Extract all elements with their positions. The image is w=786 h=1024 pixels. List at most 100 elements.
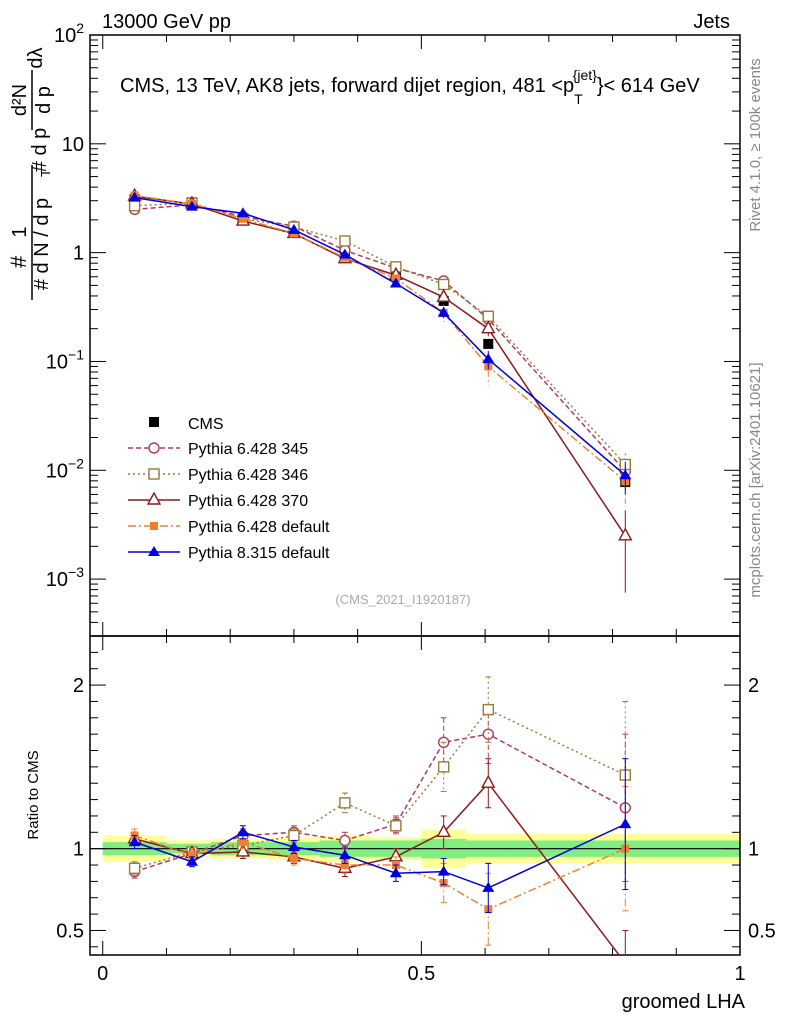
legend-marker bbox=[146, 491, 162, 505]
mcplots-label: mcplots.cern.ch [arXiv:2401.10621] bbox=[747, 362, 764, 597]
series-point bbox=[437, 278, 450, 291]
legend-marker bbox=[148, 546, 160, 556]
y-tick-label: 10−3 bbox=[46, 564, 84, 591]
ratio-series-pythia-8-315-default bbox=[128, 758, 632, 913]
series-point bbox=[436, 288, 451, 302]
legend-label: Pythia 6.428 346 bbox=[188, 467, 308, 484]
plot-title: CMS, 13 TeV, AK8 jets, forward dijet reg… bbox=[120, 67, 700, 107]
svg-text:# d p: # d p bbox=[29, 128, 51, 172]
y-tick-label: 102 bbox=[54, 20, 84, 47]
legend-label: Pythia 6.428 345 bbox=[188, 441, 308, 458]
ratio-point bbox=[187, 851, 196, 860]
ratio-point bbox=[289, 854, 298, 863]
ratio-point bbox=[288, 829, 300, 842]
ratio-point bbox=[235, 843, 251, 857]
cms-data-point bbox=[483, 338, 494, 349]
series-line bbox=[134, 194, 626, 482]
series-point bbox=[482, 353, 495, 364]
ratio-line bbox=[134, 782, 621, 955]
ratio-tick-label: 0.5 bbox=[56, 920, 84, 942]
ratio-point bbox=[482, 728, 494, 740]
series-point bbox=[185, 200, 198, 211]
ratio-point bbox=[338, 849, 351, 860]
legend-marker bbox=[150, 522, 158, 530]
ratio-point bbox=[625, 954, 626, 955]
ratio-series-pythia-6-428-370 bbox=[127, 758, 629, 955]
ratio-tick-label-right: 2 bbox=[748, 675, 759, 697]
ratio-point bbox=[390, 820, 402, 832]
series-pythia-6-428-346 bbox=[128, 197, 631, 480]
svg-text:# d N / d p: # d N / d p bbox=[31, 198, 53, 290]
svg-text:d p: d p bbox=[33, 86, 55, 114]
series-point bbox=[437, 306, 450, 317]
series-point bbox=[287, 223, 300, 234]
series-pythia-8-315-default bbox=[128, 191, 632, 495]
series-line bbox=[134, 196, 626, 476]
y-tick-label: 10−2 bbox=[46, 455, 84, 482]
legend: CMS Pythia 6.428 345 Pythia 6.428 346 Pythi… bbox=[128, 416, 330, 562]
legend-marker bbox=[148, 468, 160, 480]
ratio-series-pythia-6-428-default bbox=[130, 786, 630, 946]
header-left: 13000 GeV pp bbox=[102, 11, 231, 33]
main-plot: 10−3 10−2 10−1 1 10 102 bbox=[46, 20, 741, 955]
ratio-point bbox=[437, 761, 450, 773]
y-tick-label: 10−1 bbox=[46, 346, 84, 373]
ratio-tick-label: 2 bbox=[73, 675, 84, 697]
legend-label-cms: CMS bbox=[188, 416, 224, 433]
ratio-point bbox=[437, 865, 450, 876]
series-point bbox=[482, 310, 494, 323]
ratio-point bbox=[128, 836, 141, 847]
ratio-tick-label-right: 0.5 bbox=[748, 920, 776, 942]
ratio-point bbox=[236, 826, 249, 837]
ratio-point bbox=[482, 703, 494, 716]
svg-text:d²N: d²N bbox=[9, 84, 31, 116]
series-point bbox=[619, 469, 632, 480]
ratio-point bbox=[389, 867, 402, 878]
ratio-plot: 0 0.5 10.5 0.51 12 2 bbox=[56, 635, 776, 985]
ratio-point bbox=[287, 841, 300, 852]
legend-label: Pythia 6.428 default bbox=[188, 519, 330, 536]
ratio-tick-label: 1 bbox=[73, 839, 84, 861]
ratio-point bbox=[185, 855, 198, 866]
series-point bbox=[389, 277, 402, 288]
ratio-point bbox=[128, 862, 141, 874]
series-line bbox=[134, 195, 626, 537]
ratio-point bbox=[340, 861, 349, 870]
svg-text:#: # bbox=[6, 255, 31, 268]
legend-marker bbox=[148, 442, 160, 454]
series-point bbox=[481, 320, 496, 334]
ratio-frame bbox=[89, 635, 741, 956]
series-point bbox=[128, 199, 141, 212]
y-axis-label: # 1 # d N / d p T d²N d p # d p dλ bbox=[6, 47, 55, 300]
y-tick-label: 10 bbox=[62, 134, 84, 156]
series-point bbox=[128, 191, 141, 202]
ratio-point bbox=[238, 838, 247, 847]
rivet-label: Rivet 4.1.0, ≥ 100k events bbox=[747, 58, 764, 231]
ratio-tick-label-right: 1 bbox=[748, 839, 759, 861]
ratio-point bbox=[481, 774, 496, 788]
ratio-line bbox=[134, 708, 626, 870]
ratio-line bbox=[134, 834, 626, 911]
x-tick-label: 0 bbox=[97, 963, 108, 985]
series-point bbox=[238, 214, 247, 223]
analysis-watermark: (CMS_2021_I1920187) bbox=[335, 592, 470, 607]
ratio-point bbox=[619, 818, 632, 829]
legend-label: Pythia 6.428 370 bbox=[188, 493, 308, 510]
header-right: Jets bbox=[693, 11, 730, 33]
ratio-point bbox=[339, 797, 351, 809]
svg-text:1: 1 bbox=[9, 226, 31, 237]
ratio-axis-label: Ratio to CMS bbox=[25, 750, 42, 839]
ratio-point bbox=[339, 834, 351, 847]
svg-text:T: T bbox=[38, 169, 53, 177]
legend-label: Pythia 8.315 default bbox=[188, 545, 330, 562]
y-tick-label: 1 bbox=[73, 243, 84, 265]
ratio-point bbox=[436, 823, 451, 838]
legend-marker-cms bbox=[149, 417, 159, 427]
series-point bbox=[338, 248, 351, 259]
x-tick-label: 0.5 bbox=[407, 963, 435, 985]
ratio-point bbox=[482, 881, 495, 892]
x-axis-label: groomed LHA bbox=[622, 991, 746, 1013]
series-point bbox=[236, 207, 249, 218]
series-point bbox=[618, 527, 633, 541]
